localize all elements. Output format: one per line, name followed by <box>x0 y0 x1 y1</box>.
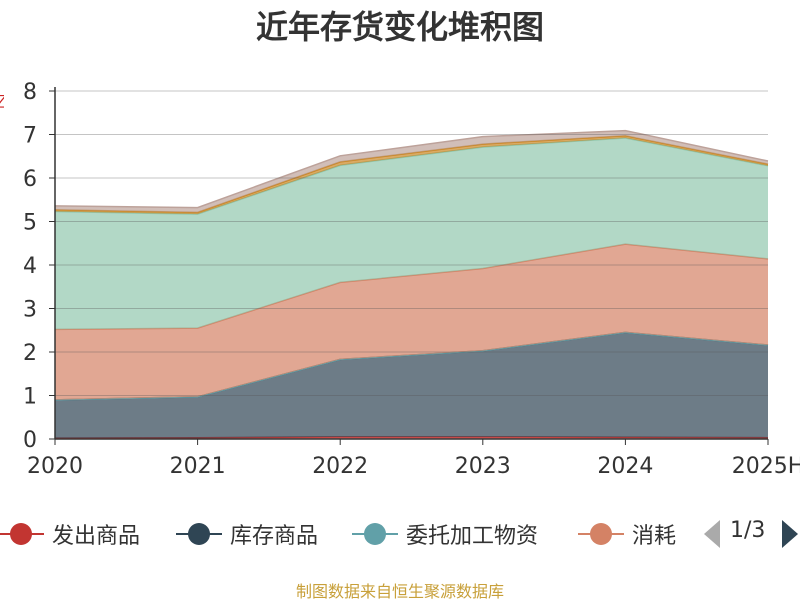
y-tick-label-3: 3 <box>23 298 37 323</box>
legend-marker-dot <box>188 523 210 545</box>
legend-page-indicator: 1/3 <box>730 518 766 543</box>
legend-item-2[interactable]: 委托加工物资 <box>350 514 538 554</box>
y-tick-label-8: 8 <box>23 80 37 105</box>
y-tick-label-0: 0 <box>23 428 37 453</box>
y-tick-label-2: 2 <box>23 341 37 366</box>
x-tick-label-5: 2025H <box>732 454 800 479</box>
legend-marker-icon <box>576 514 626 554</box>
legend-marker-dot <box>10 523 32 545</box>
legend-item-1[interactable]: 库存商品 <box>174 514 318 554</box>
data-source-note: 制图数据来自恒生聚源数据库 <box>295 582 504 601</box>
y-tick-label-4: 4 <box>23 254 37 279</box>
y-tick-label-1: 1 <box>23 385 37 410</box>
legend-label: 委托加工物资 <box>406 524 539 549</box>
series-area-4 <box>55 137 768 330</box>
chart-plot: 0 1 2 3 4 5 6 7 8 2020 2021 2022 2023 2024 2025H <box>23 80 800 479</box>
legend-label: 消耗 <box>632 524 677 549</box>
y-tick-label-5: 5 <box>23 211 37 236</box>
y-axis-label-clipped: 亿 <box>0 88 4 128</box>
x-tick-label-2: 2022 <box>312 454 368 479</box>
series-area-3 <box>55 244 768 400</box>
x-tick-label-4: 2024 <box>597 454 653 479</box>
x-tick-label-0: 2020 <box>27 454 83 479</box>
legend-marker-icon <box>174 514 224 554</box>
series-line-2 <box>54 331 769 401</box>
legend-marker-icon <box>350 514 400 554</box>
legend-pager: 1/3 <box>700 514 800 554</box>
y-tick-label-6: 6 <box>23 167 37 192</box>
x-tick-label-1: 2021 <box>170 454 226 479</box>
legend-next-arrow-icon[interactable] <box>782 520 798 548</box>
legend-marker-icon <box>0 514 46 554</box>
x-tick-label-3: 2023 <box>455 454 511 479</box>
legend-label: 发出商品 <box>52 524 141 549</box>
legend-label: 库存商品 <box>230 524 319 549</box>
y-tick-label-7: 7 <box>23 124 37 149</box>
legend: 发出商品 库存商品 委托加工物资 消耗 <box>0 514 800 558</box>
legend-item-0[interactable]: 发出商品 <box>0 514 140 554</box>
series-line-6 <box>54 129 769 209</box>
legend-marker-dot <box>364 523 386 545</box>
series-area-1 <box>55 332 768 439</box>
legend-prev-arrow-icon[interactable] <box>704 520 720 548</box>
legend-item-3[interactable]: 消耗 <box>576 514 676 554</box>
chart-title: 近年存货变化堆积图 <box>255 8 544 46</box>
legend-marker-dot <box>590 523 612 545</box>
